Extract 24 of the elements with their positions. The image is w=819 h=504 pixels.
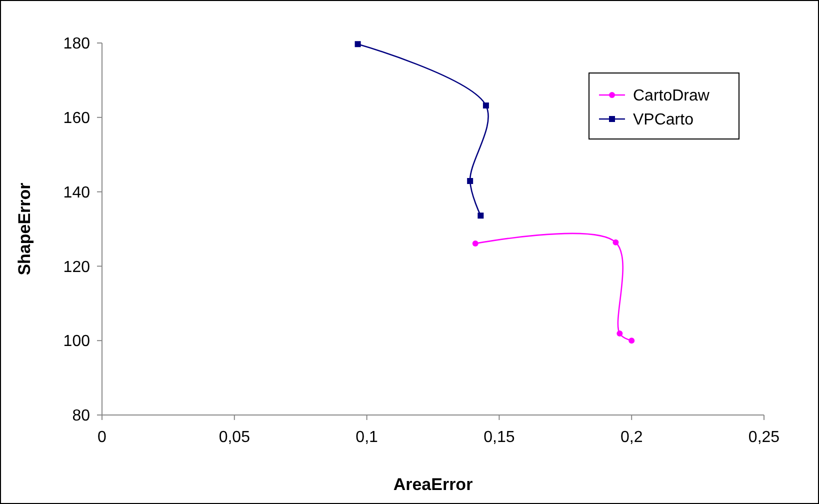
point [472,240,478,247]
x-tick-label: 0,15 [484,429,515,446]
x-tick-label: 0,05 [218,429,250,446]
y-tick-label: 140 [63,184,90,202]
x-tick-label: 0,2 [620,429,643,446]
y-tick-label: 160 [63,110,90,127]
point [354,41,361,48]
y-tick-label: 100 [63,333,90,350]
y-tick-label: 80 [72,408,90,425]
point [616,330,623,337]
legend-label: VPCarto [633,112,694,129]
point [478,212,484,219]
point [628,338,635,344]
x-tick-label: 0,25 [748,429,780,446]
y-tick-label: 120 [63,258,90,276]
y-axis-title: ShapeError [15,182,34,276]
point [467,178,474,184]
y-tick-label: 180 [63,36,90,53]
x-axis-title: AreaError [393,475,474,494]
point [612,239,619,246]
legend-label: CartoDraw [633,88,710,105]
x-tick-label: 0,1 [356,429,378,446]
x-tick-label: 0 [98,429,107,446]
point [482,102,489,108]
